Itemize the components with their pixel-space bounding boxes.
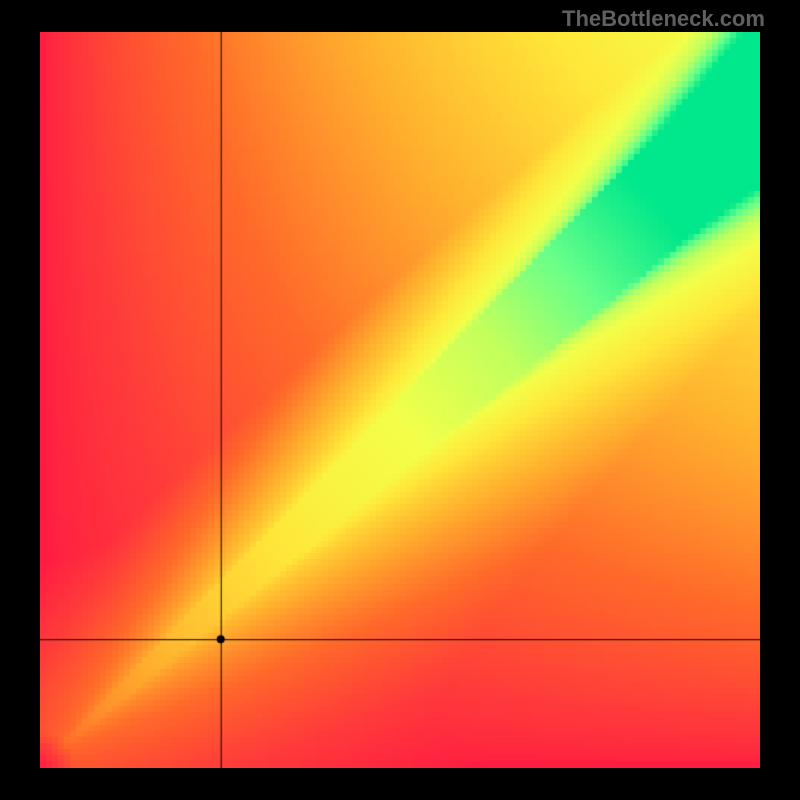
bottleneck-heatmap: [40, 32, 760, 768]
chart-container: { "watermark": { "text": "TheBottleneck.…: [0, 0, 800, 800]
watermark-text: TheBottleneck.com: [562, 6, 765, 32]
